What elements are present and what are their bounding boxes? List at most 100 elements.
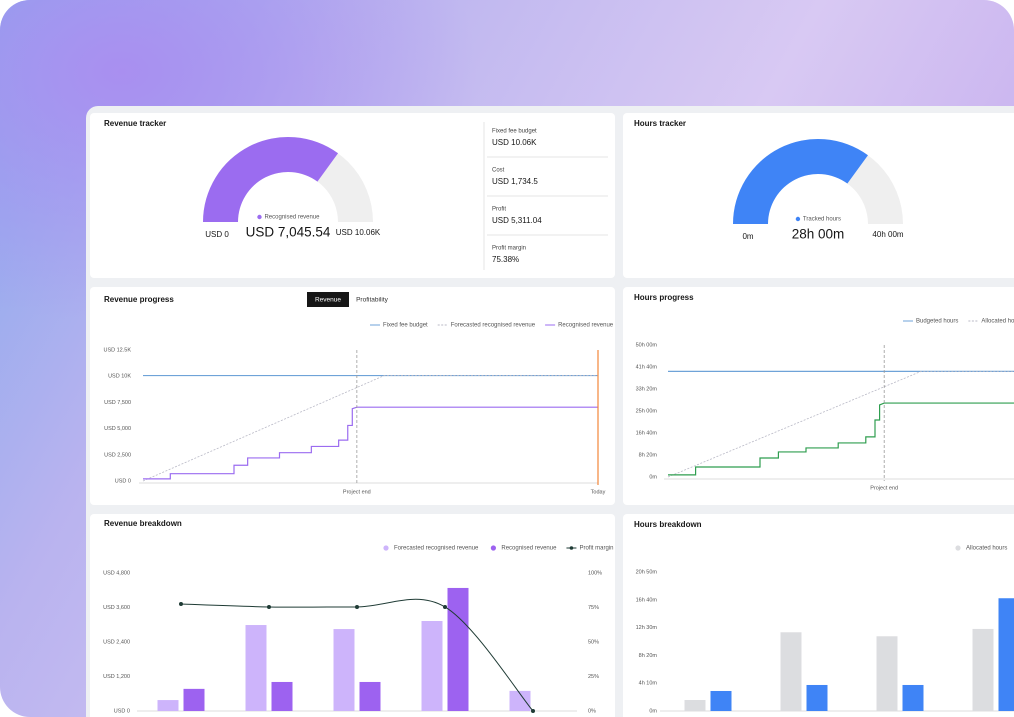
annotation-label: Project end bbox=[343, 489, 371, 495]
y-tick-label: 41h 40m bbox=[636, 364, 658, 370]
tab[interactable]: Revenue bbox=[315, 297, 341, 304]
series-line bbox=[668, 402, 1014, 476]
panel bbox=[90, 514, 615, 717]
bar bbox=[421, 621, 443, 711]
legend-swatch bbox=[569, 546, 574, 550]
legend-label: Profit margin bbox=[579, 546, 613, 552]
legend-swatch bbox=[490, 545, 496, 551]
y-tick-label: 25h 00m bbox=[636, 408, 658, 414]
gauge-value-label: 28h 00m bbox=[792, 227, 845, 242]
gauge-legend-label: Recognised revenue bbox=[264, 215, 320, 221]
gauge-max-label: 40h 00m bbox=[872, 230, 903, 239]
gauge-legend-dot bbox=[795, 216, 801, 222]
stat-label: Cost bbox=[492, 168, 505, 174]
panel bbox=[623, 514, 1014, 717]
panel-title: Hours breakdown bbox=[634, 520, 702, 529]
panel-title: Hours tracker bbox=[634, 119, 686, 128]
y-tick-label: 4h 10m bbox=[639, 681, 658, 687]
series-line bbox=[143, 406, 598, 480]
annotation-label: Today bbox=[591, 489, 606, 495]
bar bbox=[359, 681, 381, 711]
y-tick-label: 33h 20m bbox=[636, 386, 658, 392]
series-point bbox=[443, 604, 447, 609]
y-tick-label: USD 2,400 bbox=[103, 639, 130, 645]
legend-label: Forecasted recognised revenue bbox=[394, 546, 479, 552]
y2-tick-label: 100% bbox=[588, 570, 602, 576]
y-tick-label: USD 1,200 bbox=[103, 674, 130, 680]
gauge-value bbox=[733, 138, 868, 224]
bar bbox=[710, 690, 732, 711]
panel bbox=[623, 287, 1014, 505]
gauge-legend-label: Tracked hours bbox=[803, 217, 841, 223]
y-tick-label: USD 0 bbox=[114, 708, 130, 714]
legend-label: Recognised revenue bbox=[558, 323, 614, 329]
stat-label: Profit margin bbox=[492, 246, 526, 252]
bar bbox=[972, 628, 994, 711]
y-tick-label: 8h 20m bbox=[639, 452, 658, 458]
stat-value: USD 1,734.5 bbox=[492, 177, 538, 186]
bar bbox=[684, 699, 706, 711]
gauge-value-label: USD 7,045.54 bbox=[246, 225, 331, 240]
gauge-min-label: USD 0 bbox=[205, 230, 229, 239]
y2-tick-label: 0% bbox=[588, 708, 596, 714]
y-tick-label: 0m bbox=[649, 474, 657, 480]
bar bbox=[183, 688, 205, 711]
bar bbox=[333, 629, 355, 711]
legend-label: Forecasted recognised revenue bbox=[451, 323, 536, 329]
y-tick-label: USD 4,800 bbox=[103, 570, 130, 576]
series-line bbox=[142, 375, 598, 482]
bar bbox=[509, 690, 531, 711]
panel-title: Revenue breakdown bbox=[104, 519, 182, 528]
stat-label: Fixed fee budget bbox=[492, 129, 537, 135]
series-line bbox=[667, 371, 1014, 478]
y-tick-label: 16h 40m bbox=[636, 597, 658, 603]
gauge-value bbox=[203, 137, 339, 222]
y-tick-label: 16h 40m bbox=[636, 430, 658, 436]
stat-value: 75.38% bbox=[492, 255, 519, 264]
y-tick-label: 50h 00m bbox=[636, 342, 658, 348]
y-tick-label: USD 7,500 bbox=[104, 400, 131, 406]
bar bbox=[780, 632, 802, 711]
stat-value: USD 10.06K bbox=[492, 138, 537, 147]
y2-tick-label: 50% bbox=[588, 639, 599, 645]
bar bbox=[271, 681, 293, 711]
gauge-max-label: USD 10.06K bbox=[336, 228, 381, 237]
active-tab[interactable] bbox=[307, 292, 349, 307]
bar bbox=[998, 598, 1014, 711]
gauge-min-label: 0m bbox=[742, 232, 753, 241]
y-tick-label: USD 5,000 bbox=[104, 426, 131, 432]
panel-title: Revenue tracker bbox=[104, 119, 166, 128]
series-point bbox=[179, 602, 183, 607]
series-point bbox=[267, 604, 271, 609]
panel-title: Revenue progress bbox=[104, 295, 174, 304]
series-point bbox=[531, 709, 535, 713]
series-point bbox=[355, 604, 359, 609]
gauge-legend-dot bbox=[257, 214, 262, 220]
y-tick-label: 12h 30m bbox=[636, 625, 658, 631]
y-tick-label: USD 3,600 bbox=[103, 605, 130, 611]
stat-label: Profit bbox=[492, 207, 506, 213]
bar bbox=[876, 636, 898, 711]
panel-title: Hours progress bbox=[634, 293, 694, 302]
legend-label: Allocated hours bbox=[981, 319, 1014, 325]
y-tick-label: USD 12.5K bbox=[103, 347, 131, 353]
bar bbox=[902, 684, 924, 711]
panel bbox=[623, 113, 1014, 278]
tab[interactable]: Profitability bbox=[356, 297, 389, 304]
legend-label: Budgeted hours bbox=[916, 319, 958, 325]
legend-label: Fixed fee budget bbox=[383, 323, 428, 329]
annotation-label: Project end bbox=[870, 485, 898, 491]
legend-label: Allocated hours bbox=[966, 546, 1007, 552]
y-tick-label: 8h 20m bbox=[639, 653, 658, 659]
legend-swatch bbox=[383, 545, 389, 551]
y-tick-label: USD 2,500 bbox=[104, 452, 131, 458]
bar bbox=[157, 700, 179, 711]
y-tick-label: USD 0 bbox=[115, 478, 131, 484]
bar bbox=[245, 625, 267, 711]
y-tick-label: 0m bbox=[649, 708, 657, 714]
y2-tick-label: 25% bbox=[588, 674, 599, 680]
panel bbox=[90, 287, 615, 505]
y-tick-label: 20h 50m bbox=[636, 569, 658, 575]
bar bbox=[806, 684, 828, 711]
